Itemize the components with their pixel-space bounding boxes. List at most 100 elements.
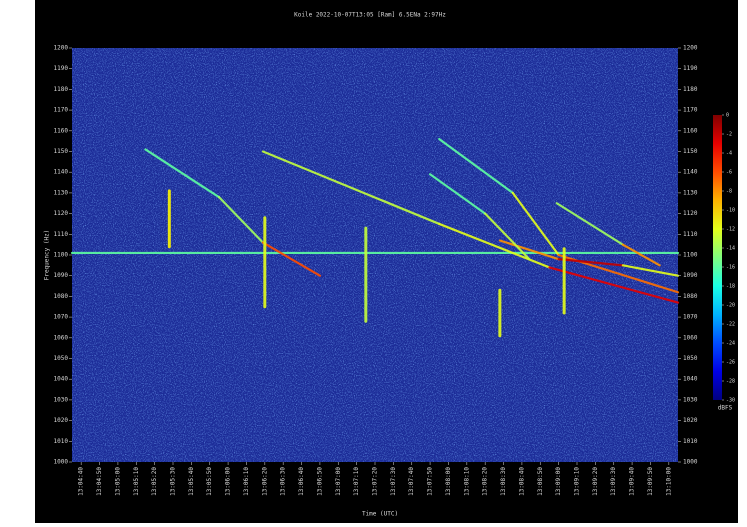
y-tick-label: 1140 [54,169,69,176]
x-tick-label: 13:08:30 [500,467,507,496]
y2-tick-label: 1050 [683,355,698,362]
y2-tick-label: 1110 [683,231,698,238]
x-tick-label: 13:07:00 [335,467,342,496]
colorbar-tick-label: -28 [726,379,735,385]
colorbar-tick-label: -2 [726,132,732,138]
signal-trace [217,195,265,244]
x-tick-label: 13:05:40 [188,467,195,496]
x-tick-label: 13:04:50 [96,467,103,496]
colorbar-tick-label: -10 [726,208,735,214]
y2-tick-label: 1100 [683,252,698,259]
x-tick-label: 13:09:00 [555,467,562,496]
y2-tick-label: 1040 [683,376,698,383]
x-tick-label: 13:07:50 [427,467,434,496]
x-tick-label: 13:10:00 [665,467,672,496]
y2-tick-label: 1130 [683,189,698,196]
y2-tick-label: 1030 [683,396,698,403]
y2-tick-label: 1160 [683,127,698,134]
y2-tick-label: 1060 [683,334,698,341]
colorbar-tick-label: -24 [726,341,735,347]
signal-trace [484,212,531,261]
colorbar-tick-label: -12 [726,227,735,233]
x-tick-label: 13:07:10 [353,467,360,496]
x-tick-label: 13:09:30 [610,467,617,496]
colorbar-tick-label: 0 [726,113,729,119]
y-tick-label: 1030 [54,396,69,403]
signal-trace [557,258,625,267]
signal-trace [548,266,680,304]
x-tick-label: 13:04:40 [78,467,85,496]
y2-tick-label: 1080 [683,293,698,300]
signal-trace [428,173,487,215]
x-tick-label: 13:05:20 [151,467,158,496]
y-tick-label: 1200 [54,45,69,52]
colorbar-tick-label: -18 [726,284,735,290]
y-tick-label: 1160 [54,127,69,134]
y-tick-label: 1040 [54,376,69,383]
colorbar-tick-label: -8 [726,189,732,195]
x-tick-label: 13:06:30 [280,467,287,496]
y2-tick-label: 1140 [683,169,698,176]
y-tick-label: 1170 [54,107,69,114]
x-tick-label: 13:05:00 [114,467,121,496]
signal-trace [498,239,560,261]
y-tick-label: 1090 [54,272,69,279]
y-tick-label: 1100 [54,252,69,259]
y2-tick-label: 1150 [683,148,698,155]
x-tick-label: 13:09:40 [629,467,636,496]
signal-trace [438,137,514,194]
x-tick-label: 13:09:50 [647,467,654,496]
y-tick-label: 1000 [54,459,69,466]
signal-trace [438,222,551,269]
y2-tick-label: 1200 [683,45,698,52]
y-tick-label: 1150 [54,148,69,155]
x-tick-label: 13:07:30 [390,467,397,496]
y-tick-label: 1060 [54,334,69,341]
y-axis-label: Frequency (Hz) [44,230,51,281]
y2-tick-label: 1070 [683,314,698,321]
signal-trace [555,202,625,246]
x-tick-label: 13:07:20 [372,467,379,496]
colorbar-label: dBFS [718,405,733,412]
y-tick-label: 1010 [54,438,69,445]
y-tick-label: 1190 [54,65,69,72]
x-tick-label: 13:06:20 [261,467,268,496]
y-tick-label: 1110 [54,231,69,238]
x-tick-label: 13:08:40 [518,467,525,496]
x-tick-label: 13:09:10 [574,467,581,496]
x-tick-label: 13:05:30 [170,467,177,496]
colorbar-tick-label: -16 [726,265,735,271]
y-tick-label: 1020 [54,417,69,424]
y-tick-label: 1130 [54,189,69,196]
x-tick-label: 13:09:20 [592,467,599,496]
y2-tick-label: 1000 [683,459,698,466]
x-tick-label: 13:08:50 [537,467,544,496]
colorbar-tick-label: -30 [726,398,735,404]
colorbar [713,115,722,400]
x-tick-label: 13:08:00 [445,467,452,496]
y2-tick-label: 1170 [683,107,698,114]
y-tick-label: 1120 [54,210,69,217]
x-tick-label: 13:06:40 [298,467,305,496]
signal-trace [261,150,441,226]
colorbar-tick-label: -26 [726,360,735,366]
x-tick-label: 13:08:20 [482,467,489,496]
y2-tick-label: 1010 [683,438,698,445]
y2-tick-label: 1020 [683,417,698,424]
x-tick-label: 13:06:00 [225,467,232,496]
signal-trace [144,148,221,199]
x-tick-label: 13:06:50 [316,467,323,496]
colorbar-tick-label: -6 [726,170,732,176]
colorbar-tick-label: -14 [726,246,735,252]
x-tick-label: 13:05:50 [206,467,213,496]
signal-trace [511,191,560,257]
chart-title: Koile 2022-10-07T13:05 [Ram] 6.5ENa 2:97… [294,12,446,19]
colorbar-tick-label: -20 [726,303,735,309]
x-tick-label: 13:07:40 [408,467,415,496]
y2-tick-label: 1190 [683,65,698,72]
signal-trace [621,264,680,277]
x-tick-label: 13:05:10 [133,467,140,496]
y2-tick-label: 1180 [683,86,698,93]
